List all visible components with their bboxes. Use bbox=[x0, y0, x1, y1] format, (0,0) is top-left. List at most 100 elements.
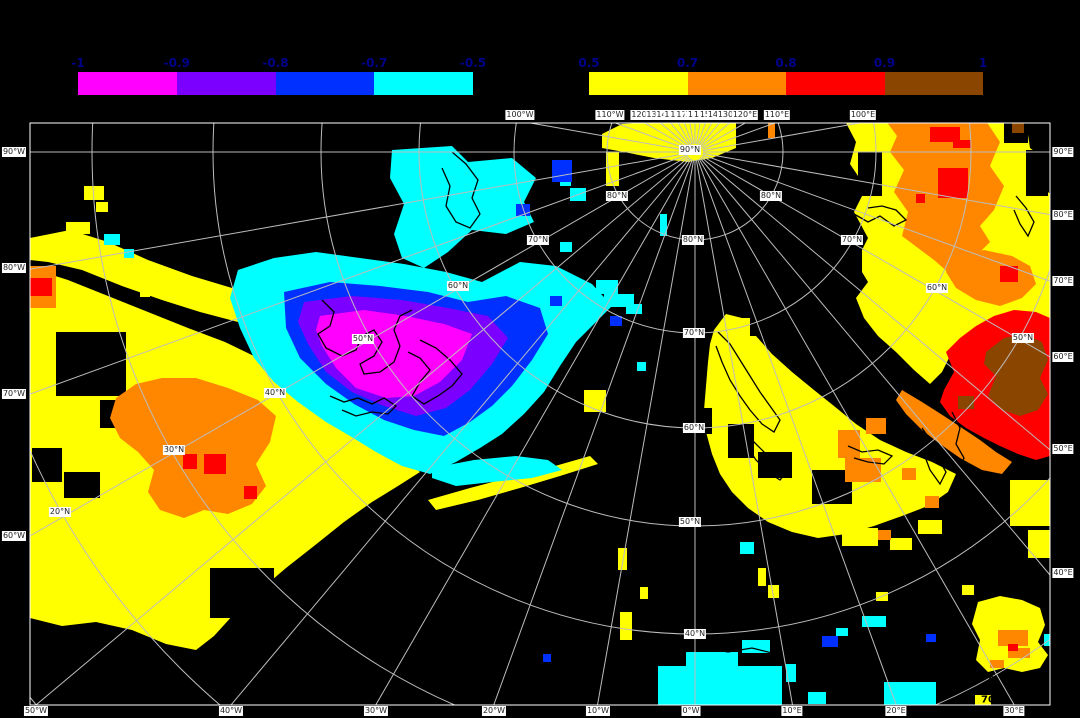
shaded-cell-orange bbox=[878, 530, 891, 540]
coastline bbox=[917, 427, 947, 486]
shaded-cell-yellow bbox=[768, 585, 779, 598]
shaded-cell-blue bbox=[926, 634, 936, 642]
coastline bbox=[847, 445, 894, 465]
shaded-cell-red bbox=[953, 140, 971, 148]
colorbar-segment bbox=[374, 72, 473, 95]
shaded-region-yellow bbox=[704, 314, 956, 538]
shaded-cell-cyan bbox=[700, 688, 780, 704]
colorbar-tick-label: -0.5 bbox=[459, 56, 487, 70]
lon-label-bottom: 10°W bbox=[585, 706, 611, 716]
shaded-cell-yellow bbox=[975, 695, 991, 705]
meridian-line bbox=[375, 158, 692, 705]
map-annotation: 70 bbox=[981, 694, 995, 706]
lon-label-bottom: 20°E bbox=[885, 706, 907, 716]
shaded-cell-black bbox=[758, 452, 792, 478]
lon-label-bottom: 40°W bbox=[218, 706, 244, 716]
colorbar-segment bbox=[884, 72, 983, 95]
shaded-region-brown bbox=[984, 334, 1048, 416]
shaded-cell-cyan bbox=[808, 692, 826, 704]
coastline bbox=[805, 367, 841, 393]
colorbar-segment bbox=[589, 72, 688, 95]
lon-label-top: 110°W bbox=[595, 110, 625, 120]
shaded-cell-orange bbox=[838, 430, 860, 458]
lat-label: 70°N bbox=[840, 235, 864, 245]
colorbar-tick-label: 0.8 bbox=[775, 56, 797, 70]
colorbar-tick-label: -1 bbox=[71, 56, 85, 70]
lat-label: 40°N bbox=[263, 388, 287, 398]
shaded-cell-black bbox=[842, 226, 862, 272]
meridian-line bbox=[702, 154, 1050, 282]
meridian-line bbox=[695, 159, 794, 705]
shaded-cell-red bbox=[930, 127, 960, 142]
shaded-region-orange bbox=[887, 123, 1004, 286]
colorbar-segment bbox=[786, 72, 885, 95]
shaded-region-cyan bbox=[390, 146, 536, 268]
lat-label: 40°N bbox=[683, 629, 707, 639]
colorbar-tick-label: -0.9 bbox=[163, 56, 190, 70]
shaded-cell-red bbox=[204, 454, 226, 474]
lon-label-bottom: 20°W bbox=[481, 706, 507, 716]
meridian-line bbox=[493, 159, 693, 705]
shaded-cell-brown bbox=[958, 396, 974, 409]
shaded-cell-cyan bbox=[637, 362, 646, 371]
lon-label-left: 60°W bbox=[1, 531, 27, 541]
shaded-cell-yellow bbox=[918, 520, 942, 534]
shaded-cell-blue bbox=[550, 296, 562, 306]
shaded-cell-red bbox=[938, 168, 968, 198]
lon-label-bottom: 30°E bbox=[1003, 706, 1025, 716]
shaded-cell-black bbox=[1026, 150, 1048, 196]
lon-label-right: 80°E bbox=[1052, 210, 1074, 220]
lon-label-top: 100°E bbox=[849, 110, 877, 120]
shaded-cell-red bbox=[30, 278, 52, 296]
shaded-cell-cyan bbox=[786, 664, 796, 682]
meridian-line bbox=[699, 157, 1050, 576]
shaded-cell-blue bbox=[610, 316, 622, 326]
shaded-cell-yellow bbox=[890, 538, 912, 550]
colorbar-tick-label: 0.7 bbox=[676, 56, 699, 70]
shaded-cell-cyan bbox=[1044, 634, 1050, 646]
shaded-cell-black bbox=[56, 332, 126, 396]
lat-label: 60°N bbox=[925, 283, 949, 293]
colorbar-segment bbox=[275, 72, 375, 95]
shaded-cell-cyan bbox=[836, 628, 848, 636]
coastline bbox=[317, 299, 413, 375]
meridian-line bbox=[30, 155, 689, 537]
parallel-30N bbox=[91, 123, 1050, 705]
coastline bbox=[1013, 195, 1035, 238]
lat-label: 80°N bbox=[681, 235, 705, 245]
shaded-cell-cyan bbox=[862, 616, 886, 627]
meridian-line bbox=[701, 155, 1050, 358]
shaded-cell-orange bbox=[998, 630, 1028, 646]
meridian-line bbox=[596, 159, 695, 705]
shaded-cell-red bbox=[1000, 266, 1018, 282]
colorbar-tick-label: 0.9 bbox=[873, 56, 896, 70]
lat-label: 50°N bbox=[351, 334, 375, 344]
shaded-cell-yellow bbox=[618, 548, 627, 570]
meridian-line bbox=[697, 159, 897, 705]
lat-label: 50°N bbox=[678, 517, 702, 527]
colorbar-segment bbox=[176, 72, 276, 95]
lat-label: 20°N bbox=[48, 507, 72, 517]
shaded-cell-orange bbox=[845, 458, 881, 482]
colorbar-tick-label: 0.5 bbox=[578, 56, 600, 70]
lon-label-bottom: 0°W bbox=[681, 706, 701, 716]
lon-label-left: 90°W bbox=[1, 147, 27, 157]
coastline bbox=[669, 485, 687, 510]
map-frame bbox=[29, 122, 1051, 706]
lat-label: 90°N bbox=[678, 145, 702, 155]
shaded-cell-black bbox=[858, 152, 882, 196]
shaded-cell-cyan bbox=[660, 214, 667, 236]
shaded-cell-yellow bbox=[66, 222, 90, 234]
shaded-cell-brown bbox=[1012, 123, 1024, 133]
shaded-cell-cyan bbox=[686, 652, 738, 668]
coastline bbox=[639, 647, 849, 657]
lon-label-right: 50°E bbox=[1052, 444, 1074, 454]
shaded-cell-cyan bbox=[742, 640, 770, 653]
shaded-region-cyan bbox=[432, 456, 562, 486]
shaded-cell-yellow bbox=[140, 270, 150, 297]
shaded-cell-cyan bbox=[740, 542, 754, 554]
lat-label: 70°N bbox=[682, 328, 706, 338]
lon-label-top: 120°E bbox=[731, 110, 759, 120]
shaded-cell-blue bbox=[552, 160, 572, 182]
